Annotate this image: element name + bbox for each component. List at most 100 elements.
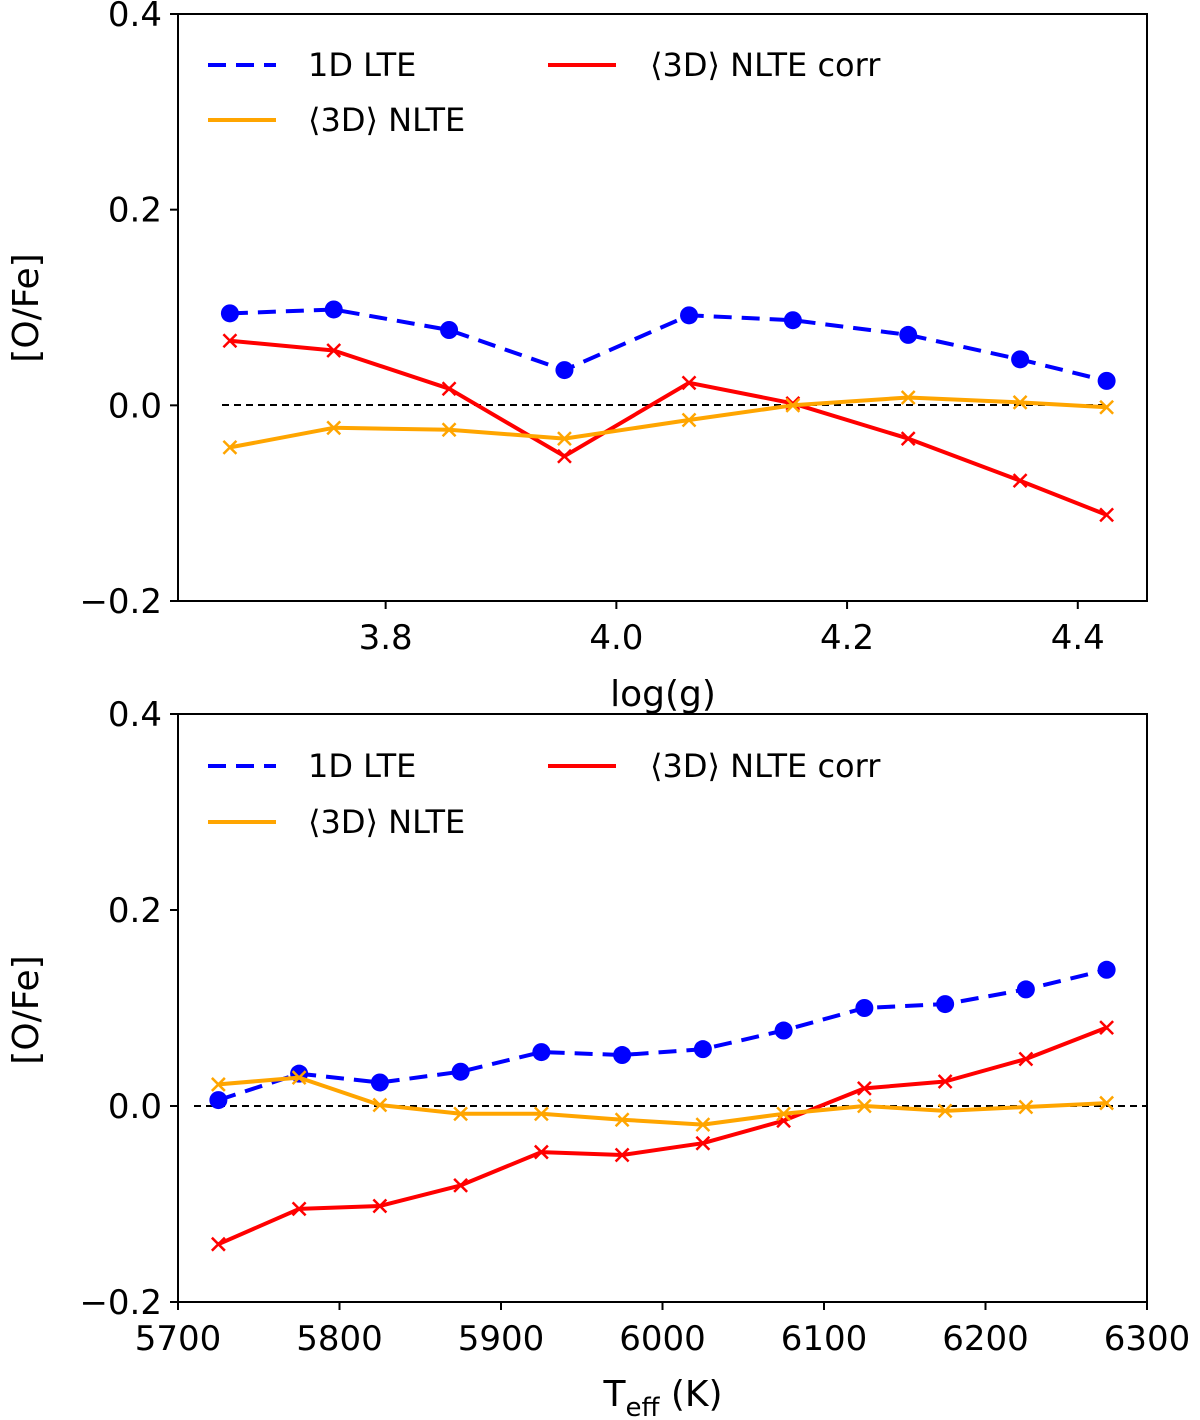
data-point-1d-lte [680,306,699,325]
series-line-1d-lte [217,967,1108,1103]
data-point-3d-nlte [1099,1095,1115,1111]
x-axis-label: Teff (K) [602,1374,722,1420]
data-point-3d-nlte [614,1112,630,1128]
data-point-1d-lte [209,1091,228,1110]
series-line-3d-nlte-corr [217,1025,1108,1247]
data-point-3d-nlte-corr [1099,1020,1115,1035]
data-point-3d-nlte [900,390,916,405]
y-tick-label: 0.4 [108,0,162,35]
data-point-3d-nlte [1099,399,1115,415]
data-point-3d-nlte [1012,395,1028,410]
data-point-1d-lte [774,1021,793,1040]
x-tick-label: 5900 [458,1319,545,1359]
data-point-1d-lte [440,321,459,340]
y-tick-label: 0.2 [108,891,162,931]
x-tick-label: 6100 [781,1319,868,1359]
x-axis-label: log(g) [610,674,716,715]
x-tick-label: 6300 [1104,1319,1191,1359]
data-point-3d-nlte-corr [937,1074,953,1089]
legend-label-3d-nlte-corr: ⟨3D⟩ NLTE corr [650,747,881,785]
data-point-3d-nlte [453,1106,469,1122]
x-tick-label: 4.2 [820,618,874,658]
x-axis: 3.8 4.0 4.2 4.4 [359,601,1105,658]
y-tick-label: 0.0 [108,386,162,426]
data-point-3d-nlte [533,1106,549,1122]
data-point-3d-nlte [291,1070,307,1085]
legend-label-1d-lte: 1D LTE [308,46,416,84]
x-axis-label-subscript: eff [625,1393,660,1420]
data-point-3d-nlte-corr [326,343,342,358]
data-point-3d-nlte [937,1103,953,1119]
x-tick-label: 6000 [619,1319,706,1359]
y-axis: −0.2 0.0 0.2 0.4 [79,695,178,1323]
legend: 1D LTE ⟨3D⟩ NLTE corr ⟨3D⟩ NLTE [208,46,881,139]
x-tick-label: 6200 [942,1319,1029,1359]
data-point-3d-nlte [372,1097,388,1113]
data-point-1d-lte [220,304,239,323]
data-point-3d-nlte-corr [681,375,697,391]
data-point-1d-lte [613,1046,632,1065]
data-point-3d-nlte [557,431,572,446]
data-point-1d-lte [899,325,918,344]
x-tick-label: 4.0 [589,618,643,658]
data-point-3d-nlte-corr [614,1147,630,1163]
data-point-3d-nlte-corr [557,448,572,464]
data-point-3d-nlte-corr [533,1144,549,1160]
data-point-1d-lte [693,1040,712,1059]
y-axis-label: [O/Fe] [6,253,47,362]
x-tick-label: 5700 [135,1319,222,1359]
data-point-3d-nlte-corr [695,1135,711,1151]
data-point-1d-lte [855,999,874,1017]
series-group [220,300,1116,523]
series-group [209,960,1116,1252]
data-point-1d-lte [555,361,574,380]
data-point-3d-nlte [681,412,697,428]
data-point-3d-nlte [441,422,457,438]
x-axis: 5700 5800 5900 6000 6100 6200 6300 [135,1302,1191,1359]
y-tick-label: 0.0 [108,1087,162,1127]
y-tick-label: −0.2 [79,582,162,622]
data-point-3d-nlte-corr [372,1198,388,1214]
data-point-3d-nlte-corr [1018,1051,1034,1067]
data-point-3d-nlte-corr [210,1236,226,1252]
data-point-1d-lte [451,1062,470,1081]
data-point-3d-nlte [856,1098,872,1114]
data-point-3d-nlte-corr [1012,473,1028,489]
data-point-3d-nlte-corr [1099,507,1115,523]
legend: 1D LTE ⟨3D⟩ NLTE corr ⟨3D⟩ NLTE [208,747,881,841]
legend-label-3d-nlte-corr: ⟨3D⟩ NLTE corr [650,46,881,84]
y-axis-label: [O/Fe] [6,955,47,1064]
data-point-3d-nlte-corr [856,1080,872,1096]
data-point-3d-nlte-corr [453,1177,469,1193]
legend-label-3d-nlte: ⟨3D⟩ NLTE [308,101,465,139]
panel-top-logg: −0.2 0.0 0.2 0.4 3.8 4.0 4.2 4.4 log(g) [O/Fe]… [6,0,1148,715]
series-line-3d-nlte [218,1075,1107,1127]
data-point-1d-lte [936,995,955,1014]
data-point-1d-lte [1097,371,1116,390]
data-point-3d-nlte [695,1117,711,1133]
data-point-3d-nlte-corr [222,333,238,349]
y-axis: −0.2 0.0 0.2 0.4 [79,0,178,622]
x-tick-label: 4.4 [1051,618,1105,658]
data-point-3d-nlte [222,440,238,455]
y-tick-label: −0.2 [79,1283,162,1323]
data-point-1d-lte [532,1043,551,1062]
data-point-1d-lte [324,300,343,319]
data-point-1d-lte [1016,980,1035,999]
data-point-3d-nlte [1018,1099,1034,1115]
data-point-1d-lte [1011,350,1030,369]
plot-frame [177,13,1148,602]
legend-label-3d-nlte: ⟨3D⟩ NLTE [308,803,465,841]
panel-bottom-teff: −0.2 0.0 0.2 0.4 5700 5800 5900 6000 6100 6200 63… [6,695,1190,1420]
data-point-3d-nlte [326,420,342,436]
data-point-3d-nlte [785,397,801,413]
x-axis-label-main: T [602,1374,626,1415]
legend-label-1d-lte: 1D LTE [308,747,416,785]
y-tick-label: 0.2 [108,191,162,231]
data-point-3d-nlte-corr [291,1201,307,1217]
data-point-3d-nlte [776,1106,792,1122]
data-point-1d-lte [1097,960,1116,979]
data-point-3d-nlte-corr [900,431,916,446]
